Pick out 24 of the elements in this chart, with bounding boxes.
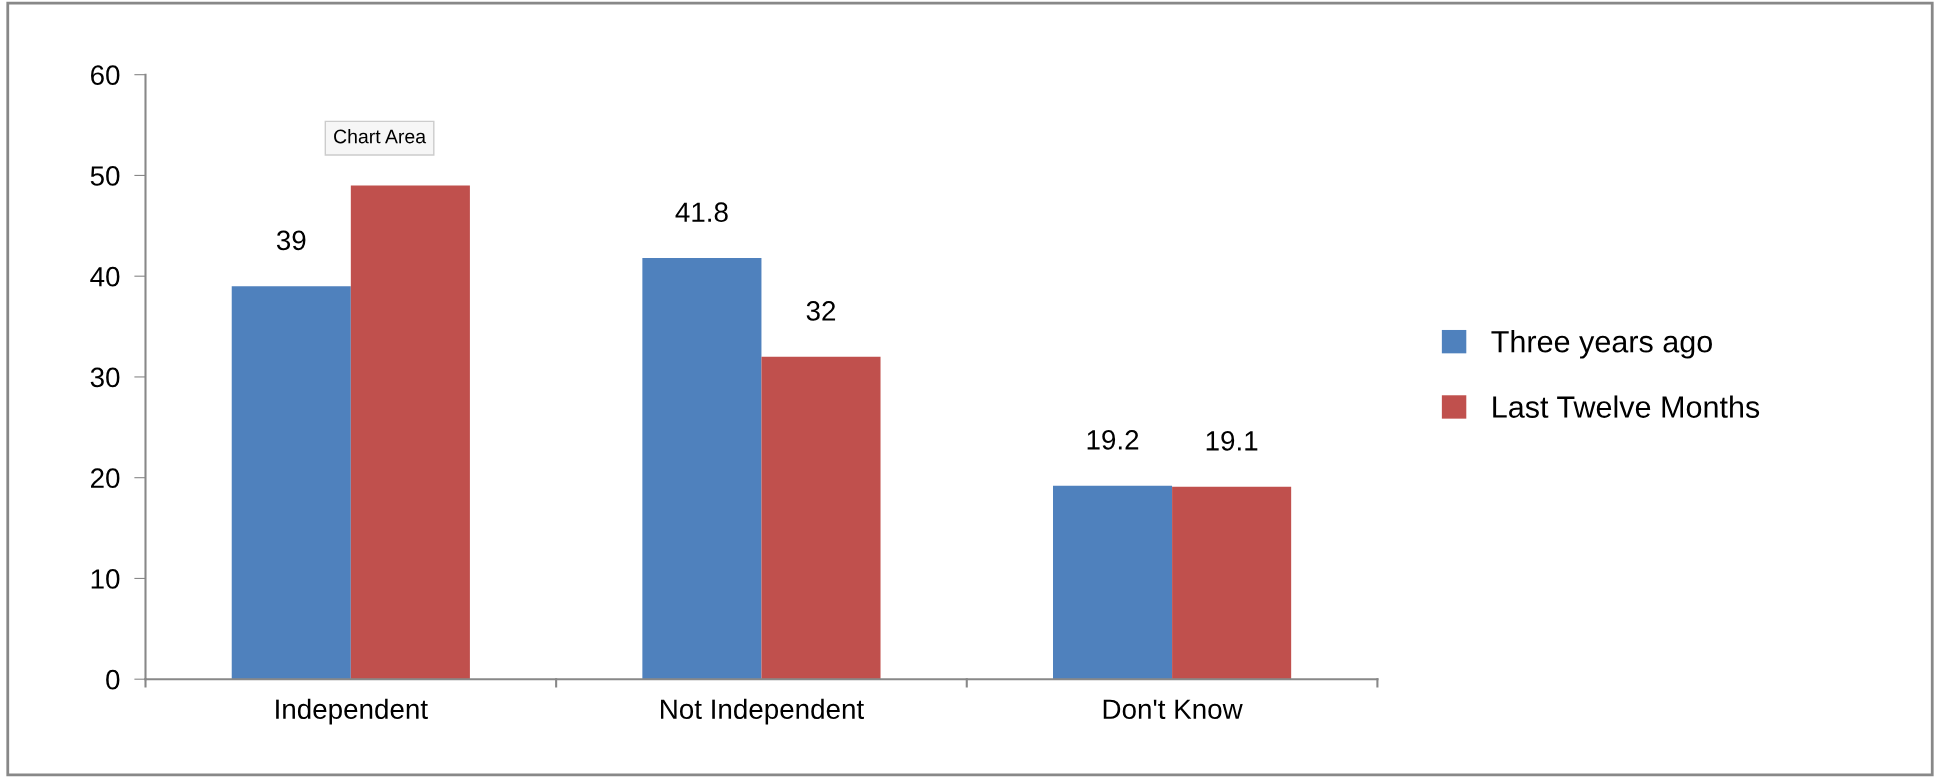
data-label: 41.8 (675, 202, 728, 223)
annotation: Chart Area (334, 129, 427, 144)
data-label: 19.2 (1087, 430, 1139, 450)
data-label: 32 (806, 301, 836, 321)
y-tick-label: 30 (90, 367, 120, 388)
y-tick-label: 0 (106, 669, 120, 690)
data-label: 39 (276, 230, 306, 251)
bar (231, 286, 351, 680)
y-tick-label: 60 (91, 65, 120, 86)
x-tick-label: Not Independent (661, 698, 864, 725)
data-label: 19.1 (1206, 431, 1258, 451)
y-tick-label: 40 (90, 266, 120, 287)
x-tick-label: Don't Know (1103, 699, 1243, 720)
y-tick-label: 20 (91, 468, 120, 489)
bar (1053, 485, 1173, 680)
y-tick-label: 50 (90, 166, 120, 186)
legend-label: Last Twelve Months (1493, 395, 1760, 418)
y-tick-label: 10 (91, 569, 120, 589)
bar (642, 258, 762, 680)
bar (350, 185, 470, 680)
legend-label: Three years ago (1491, 330, 1712, 359)
x-tick-label: Independent (276, 698, 428, 725)
bar (761, 356, 881, 680)
bar (1172, 486, 1292, 680)
